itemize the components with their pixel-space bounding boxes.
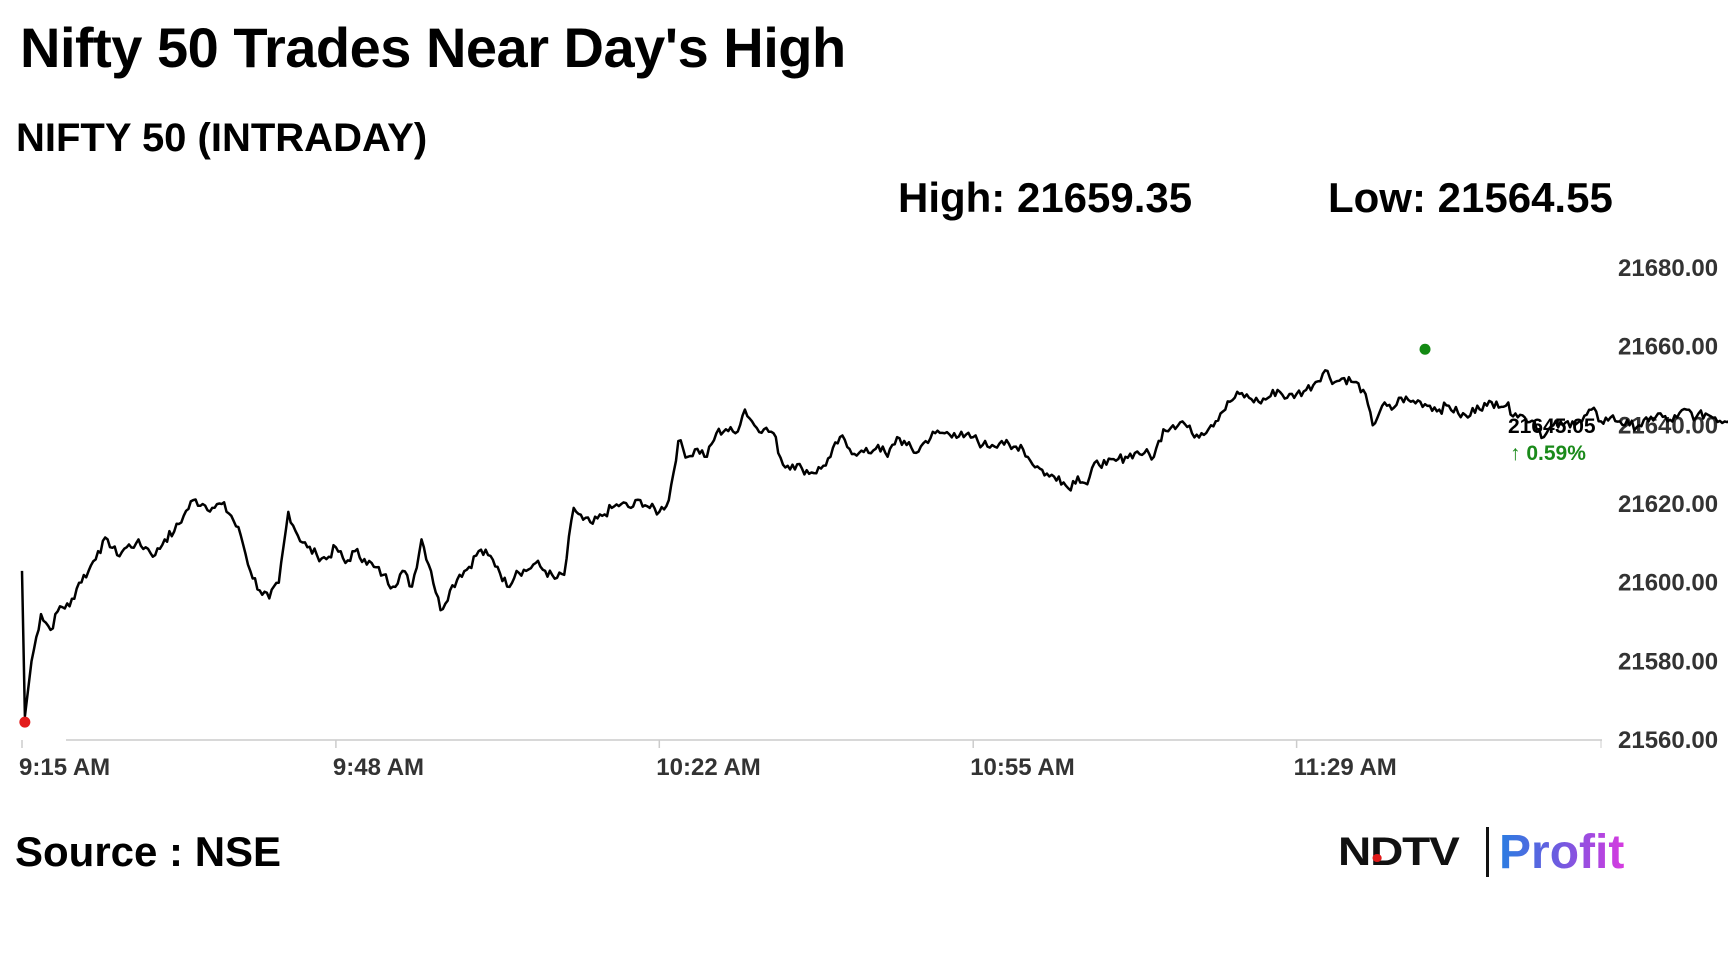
ndtv-wordmark-text: NDTV (1338, 829, 1460, 874)
x-tick-label: 10:55 AM (970, 754, 1074, 781)
ndtv-profit-logo: NDTV Profit (1338, 822, 1624, 882)
logo-divider (1486, 827, 1489, 877)
day-high-stat: High: 21659.35 (898, 174, 1193, 221)
ndtv-red-dot (1372, 853, 1382, 862)
y-tick-label: 21600.00 (1618, 570, 1718, 597)
profit-wordmark: Profit (1499, 825, 1625, 879)
last-price-label: 21645.05 (1508, 415, 1596, 438)
x-tick-label: 10:22 AM (656, 754, 760, 781)
ndtv-wordmark: NDTV (1338, 830, 1494, 875)
y-tick-label: 21580.00 (1618, 648, 1718, 675)
day-low-stat: Low: 21564.55 (1328, 174, 1613, 221)
y-tick-label: 21640.00 (1618, 412, 1718, 439)
x-axis: 9:15 AM 9:48 AM 10:22 AM 10:55 AM 11:29 AM (19, 740, 1602, 781)
page-title: Nifty 50 Trades Near Day's High (20, 16, 846, 79)
y-tick-label: 21620.00 (1618, 491, 1718, 518)
x-tick-label: 9:15 AM (19, 754, 110, 781)
price-line (20, 369, 1728, 718)
day-low-marker (19, 716, 31, 728)
y-tick-label: 21660.00 (1618, 334, 1718, 361)
y-tick-label: 21560.00 (1618, 727, 1718, 754)
day-high-marker (1419, 343, 1431, 355)
chart-subtitle: NIFTY 50 (INTRADAY) (16, 116, 428, 160)
y-tick-label: 21680.00 (1618, 255, 1718, 282)
x-tick-label: 9:48 AM (333, 754, 424, 781)
x-tick-label: 11:29 AM (1294, 754, 1397, 781)
last-change-label: ↑ 0.59% (1510, 442, 1586, 465)
source-note: Source : NSE (15, 828, 282, 875)
y-axis: 21560.00 21580.00 21600.00 21620.00 21640.00… (1618, 255, 1718, 754)
